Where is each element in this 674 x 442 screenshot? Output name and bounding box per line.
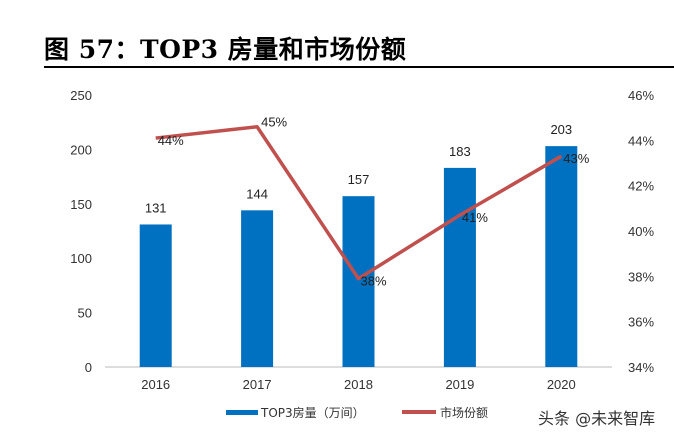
- bar: [443, 167, 476, 367]
- x-axis-tick: 2019: [445, 377, 474, 392]
- left-axis-tick: 250: [70, 88, 92, 103]
- legend-label-line: 市场份额: [440, 405, 488, 420]
- line-data-label: 41%: [462, 210, 488, 225]
- right-axis-tick: 40%: [628, 224, 654, 239]
- bar: [342, 196, 375, 367]
- legend-swatch-line: [402, 410, 436, 414]
- bar-data-label: 144: [246, 186, 268, 201]
- bar: [139, 224, 172, 367]
- bar: [241, 210, 274, 367]
- x-axis-tick: 2017: [243, 377, 272, 392]
- legend-swatch-bar: [226, 410, 258, 415]
- right-axis-tick: 36%: [628, 315, 654, 330]
- x-axis-tick: 2020: [547, 377, 576, 392]
- right-axis-tick: 44%: [628, 133, 654, 148]
- left-axis-tick: 0: [85, 360, 92, 375]
- x-axis-tick: 2018: [344, 377, 373, 392]
- right-axis-tick: 42%: [628, 179, 654, 194]
- bar: [545, 146, 578, 367]
- figure-title: 图 57：TOP3 房量和市场份额: [44, 35, 407, 64]
- bar-data-label: 157: [348, 172, 370, 187]
- line-data-label: 38%: [361, 274, 387, 289]
- legend-label-bar: TOP3房量（万间）: [260, 405, 365, 420]
- line-data-label: 44%: [158, 133, 184, 148]
- line-data-label: 43%: [563, 151, 589, 166]
- left-axis-tick: 150: [70, 197, 92, 212]
- watermark: 头条 @未来智库: [538, 409, 655, 428]
- bar-data-label: 183: [449, 144, 471, 159]
- left-axis-tick: 200: [70, 142, 92, 157]
- line-data-label: 45%: [261, 115, 287, 130]
- left-axis-tick: 100: [70, 251, 92, 266]
- bar-data-label: 203: [550, 122, 572, 137]
- right-axis-tick: 34%: [628, 360, 654, 375]
- right-axis-tick: 38%: [628, 269, 654, 284]
- title-divider: [44, 66, 674, 68]
- bar-data-label: 131: [145, 200, 167, 215]
- right-axis-tick: 46%: [628, 88, 654, 103]
- x-axis-tick: 2016: [141, 377, 170, 392]
- left-axis-tick: 50: [78, 306, 92, 321]
